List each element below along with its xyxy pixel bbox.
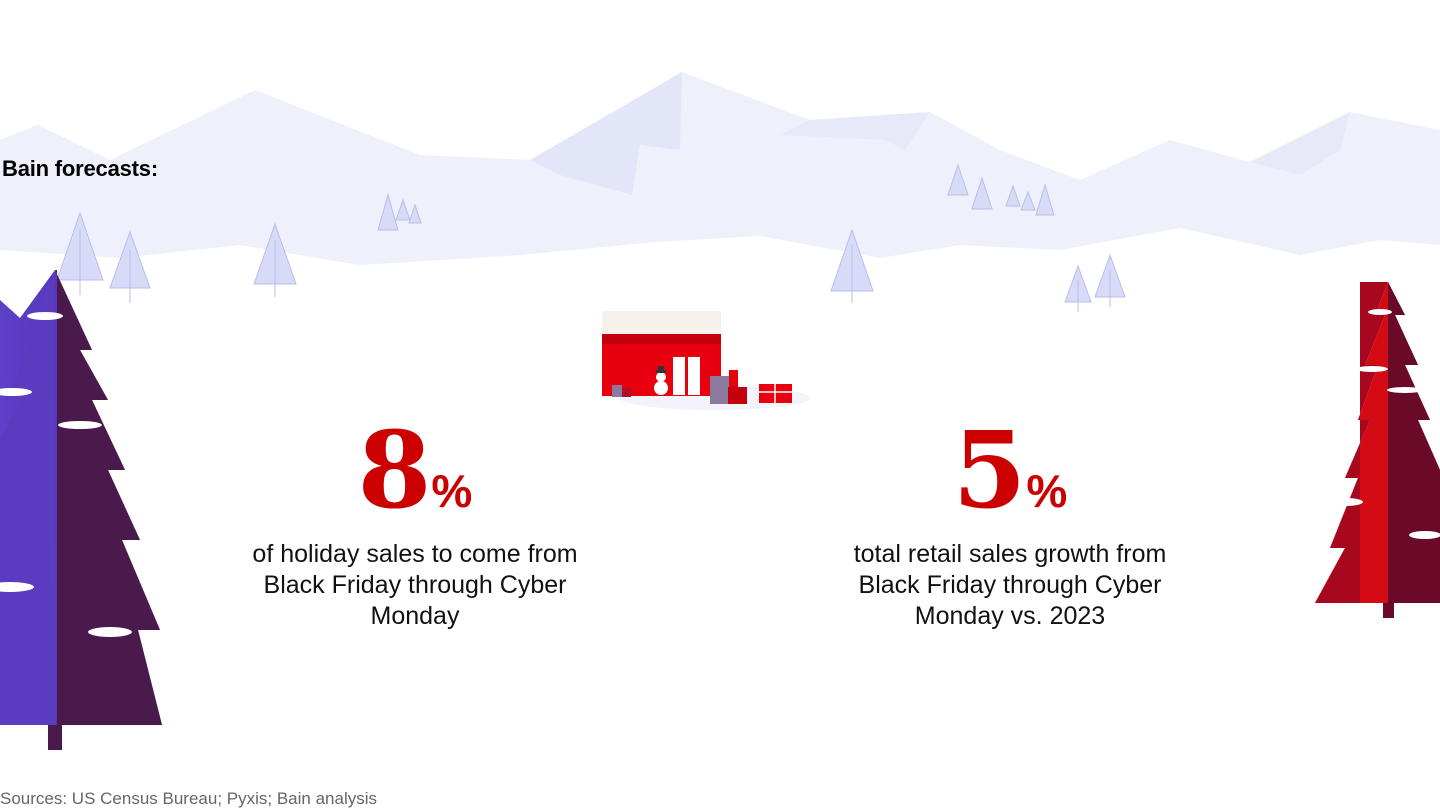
pale-tree [971,176,993,210]
tree-trunk [1383,598,1394,618]
pale-tree [947,163,969,196]
tree-trunk [48,720,62,750]
pale-tree [1005,184,1021,207]
stat-description: total retail sales growth from Black Fri… [853,540,1167,630]
stat-number: 5 [952,407,1027,532]
gift-box [612,385,622,397]
stat-unit: % [1026,465,1068,517]
gift-box [710,376,730,404]
shop-awning [602,334,721,344]
mountain-right-shade [1250,112,1350,175]
stat-number: 8 [357,407,432,532]
pale-tree [377,193,399,231]
shop-roof [602,311,721,335]
pale-tree [395,198,411,221]
purple-christmas-tree [0,270,162,750]
holiday-shop-illustration [602,311,810,410]
stat-value: 8% [220,415,610,525]
gift-box [622,388,631,397]
mountain-peak-shade [530,72,682,195]
red-christmas-tree [1315,282,1440,618]
shop-door-right [688,357,700,395]
pale-tree [1020,190,1036,211]
background-trees [56,163,1126,312]
pale-tree [1035,183,1055,216]
mountain-ridge-shade [780,112,930,150]
stat-value: 5% [815,415,1205,525]
stat-holiday-sales-share: 8% of holiday sales to come from Black F… [220,415,610,632]
mountain-range [0,72,1440,265]
gift-box [729,370,738,388]
forecast-heading: Bain forecasts: [2,156,158,181]
stat-unit: % [431,465,473,517]
shop-door-left [673,357,685,395]
stat-description: of holiday sales to come from Black Frid… [252,540,578,630]
stat-retail-sales-growth: 5% total retail sales growth from Black … [815,415,1205,632]
gift-box [728,387,747,404]
snow-patches [0,312,132,637]
pale-tree [408,203,422,224]
snowman [654,366,668,395]
snow-patches [1327,309,1440,539]
source-note: Sources: US Census Bureau; Pyxis; Bain a… [0,789,378,808]
mountains-back [0,72,1440,265]
